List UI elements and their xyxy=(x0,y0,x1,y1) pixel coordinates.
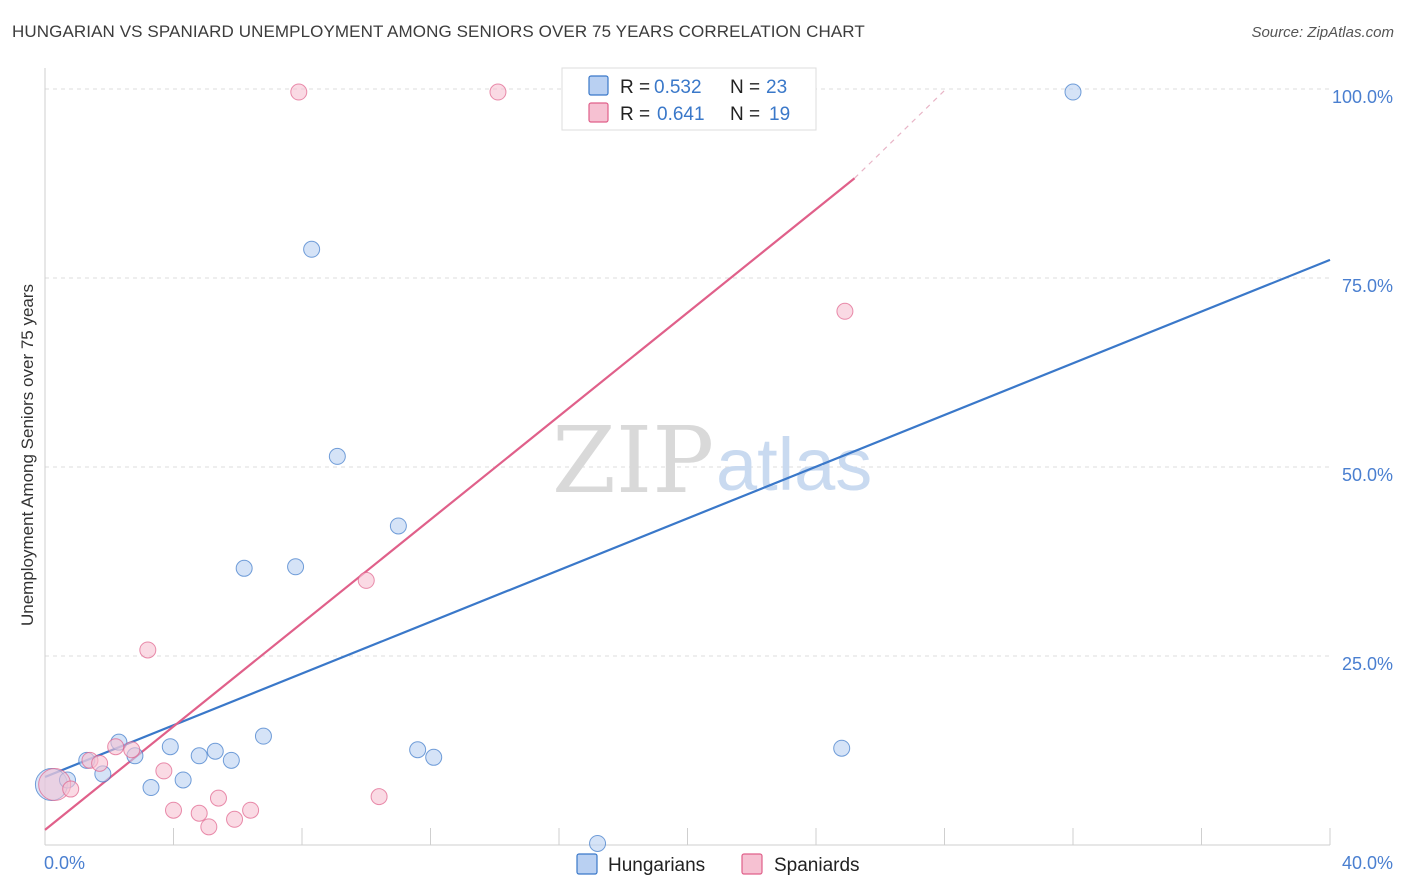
point-hungarians-22 xyxy=(1064,83,1082,101)
watermark-atlas: atlas xyxy=(716,423,872,506)
legend-label-hungarians: Hungarians xyxy=(608,855,705,876)
legend-n-label-spaniards: N = xyxy=(730,104,760,125)
trend-line-hungarians xyxy=(44,258,1331,778)
point-spaniards-4 xyxy=(107,738,125,756)
point-spaniards-3 xyxy=(91,754,109,772)
legend-label-spaniards: Spaniards xyxy=(774,855,860,876)
point-hungarians-19 xyxy=(425,748,443,766)
point-hungarians-15 xyxy=(303,240,321,258)
legend-r-value-spaniards: 0.641 xyxy=(657,104,705,125)
trend-line-extension-spaniards xyxy=(854,90,945,179)
y-axis-label: Unemployment Among Seniors over 75 years xyxy=(18,284,37,626)
point-spaniards-12 xyxy=(226,810,244,828)
point-spaniards-15 xyxy=(357,571,375,589)
y-tick-label-1: 50.0% xyxy=(1342,465,1393,485)
point-hungarians-13 xyxy=(254,727,272,745)
axes xyxy=(44,68,1331,846)
legend-swatch-hungarians xyxy=(588,75,609,96)
x-tick-label-0: 0.0% xyxy=(44,853,85,873)
legend-r-label-hungarians: R = xyxy=(620,77,650,98)
legend-n-value-hungarians: 23 xyxy=(766,77,787,98)
legend-swatch-hungarians-bottom xyxy=(576,853,598,875)
trend-lines xyxy=(44,90,1331,831)
legend-r-value-hungarians: 0.532 xyxy=(654,77,702,98)
legend-n-value-spaniards: 19 xyxy=(769,104,790,125)
trend-line-spaniards xyxy=(44,177,856,831)
point-hungarians-7 xyxy=(161,738,179,756)
point-spaniards-5 xyxy=(123,741,141,759)
legend-r-label-spaniards: R = xyxy=(620,104,650,125)
point-hungarians-18 xyxy=(409,741,427,759)
point-hungarians-11 xyxy=(222,751,240,769)
point-hungarians-8 xyxy=(174,771,192,789)
point-hungarians-16 xyxy=(328,447,346,465)
point-spaniards-18 xyxy=(836,302,854,320)
legend-swatch-spaniards xyxy=(588,102,609,123)
y-tick-label-3: 100.0% xyxy=(1332,87,1393,107)
point-spaniards-7 xyxy=(155,762,173,780)
series-legend: Hungarians Spaniards xyxy=(576,853,860,876)
point-spaniards-17 xyxy=(489,83,507,101)
x-tick-label-1: 40.0% xyxy=(1342,853,1393,873)
point-spaniards-11 xyxy=(209,789,227,807)
legend-n-label-hungarians: N = xyxy=(730,77,760,98)
chart-title: HUNGARIAN VS SPANIARD UNEMPLOYMENT AMONG… xyxy=(12,22,865,41)
point-hungarians-6 xyxy=(142,779,160,797)
point-spaniards-10 xyxy=(200,818,218,836)
point-hungarians-9 xyxy=(190,747,208,765)
point-hungarians-17 xyxy=(389,517,407,535)
point-spaniards-14 xyxy=(290,83,308,101)
point-spaniards-1 xyxy=(62,780,80,798)
point-hungarians-21 xyxy=(833,739,851,757)
watermark-zip: ZIP xyxy=(552,407,714,514)
point-hungarians-20 xyxy=(589,834,607,852)
point-hungarians-10 xyxy=(206,742,224,760)
tick-labels: 25.0% 50.0% 75.0% 100.0% 0.0% 40.0% xyxy=(44,87,1393,873)
data-points xyxy=(34,83,1082,852)
point-spaniards-8 xyxy=(165,801,182,819)
point-spaniards-13 xyxy=(242,801,260,819)
watermark: ZIP atlas xyxy=(552,407,872,514)
point-spaniards-9 xyxy=(190,804,208,822)
legend-swatch-spaniards-bottom xyxy=(741,853,763,875)
y-tick-label-0: 25.0% xyxy=(1342,654,1393,674)
point-hungarians-12 xyxy=(235,559,253,577)
point-hungarians-14 xyxy=(287,558,305,576)
y-tick-label-2: 75.0% xyxy=(1342,276,1393,296)
source-label: Source: ZipAtlas.com xyxy=(1251,24,1394,41)
point-spaniards-16 xyxy=(370,788,388,806)
point-spaniards-6 xyxy=(139,641,157,659)
stats-legend: R = 0.532 N = 23 R = 0.641 N = 19 xyxy=(561,67,817,131)
